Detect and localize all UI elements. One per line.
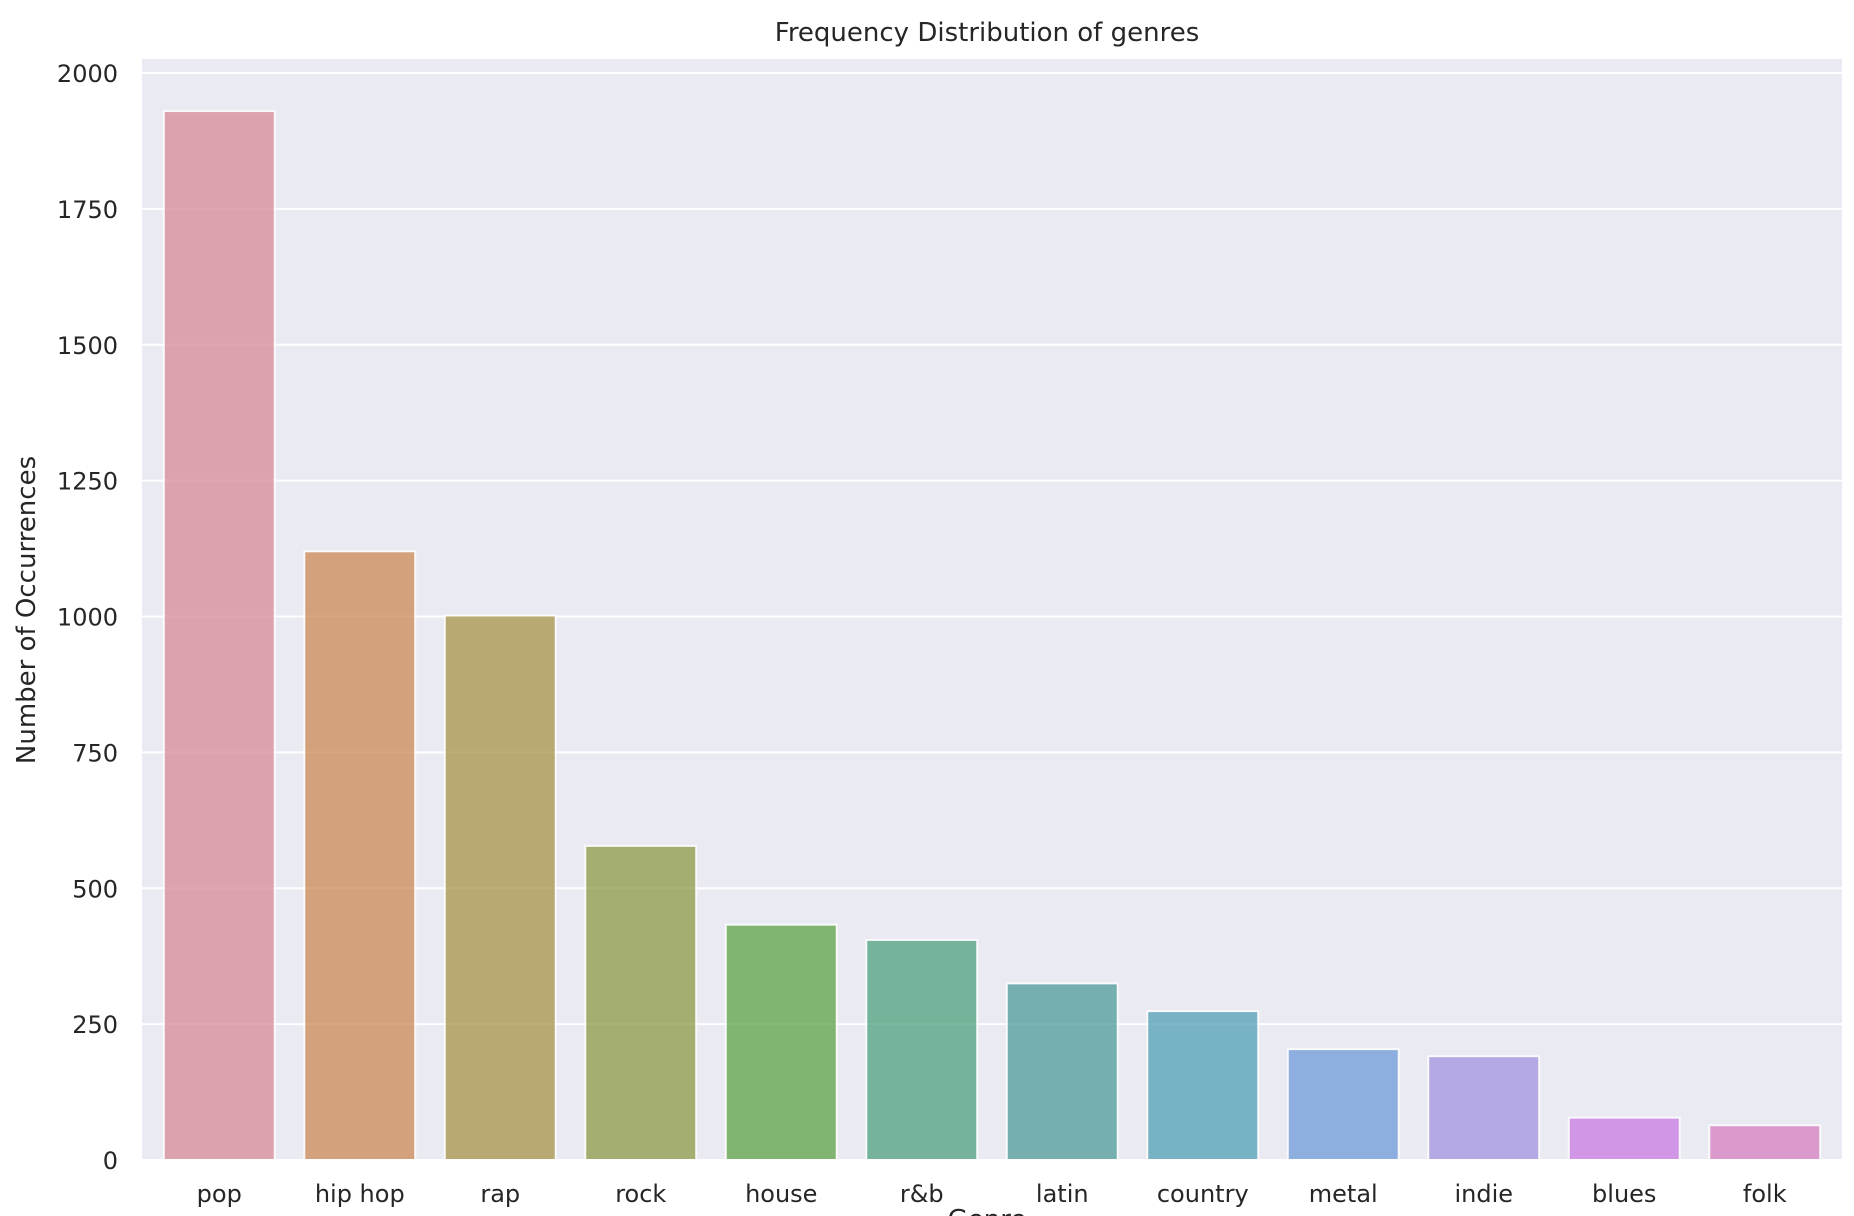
x-tick-label: pop — [197, 1180, 242, 1208]
y-tick-label: 750 — [72, 739, 118, 767]
x-axis-ticks: pop hip hop rap rock house r&b latin country met… — [197, 1180, 1787, 1208]
x-tick-label: rock — [615, 1180, 666, 1208]
bar-rock — [584, 844, 698, 1161]
bar-hip-hop — [303, 550, 417, 1161]
bar-r-b — [865, 938, 979, 1161]
x-tick-label: blues — [1592, 1180, 1656, 1208]
gridlines — [142, 72, 1842, 1161]
x-tick-label: house — [745, 1180, 817, 1208]
y-axis-label: Number of Occurrences — [12, 456, 42, 764]
y-tick-label: 2000 — [57, 60, 118, 88]
bar-folk — [1708, 1124, 1822, 1161]
bar-rap — [443, 614, 557, 1161]
x-axis-label: Genre — [948, 1205, 1027, 1216]
bar-country — [1146, 1010, 1260, 1161]
plot-area — [142, 59, 1842, 1160]
bar-indie — [1427, 1055, 1541, 1162]
chart-title: Frequency Distribution of genres — [775, 18, 1200, 48]
x-tick-label: hip hop — [315, 1180, 405, 1208]
bar-house — [724, 923, 838, 1161]
bar-pop — [162, 110, 276, 1161]
x-tick-label: country — [1157, 1180, 1249, 1208]
y-axis-ticks: 0 250 500 750 1000 1250 1500 1750 2000 — [57, 60, 118, 1175]
y-tick-label: 1250 — [57, 468, 118, 496]
x-tick-label: r&b — [900, 1180, 944, 1208]
x-tick-label: rap — [480, 1180, 520, 1208]
x-tick-label: folk — [1743, 1180, 1787, 1208]
bar-latin — [1005, 982, 1119, 1161]
y-tick-label: 1000 — [57, 604, 118, 632]
x-tick-label: indie — [1454, 1180, 1513, 1208]
x-tick-label: metal — [1309, 1180, 1378, 1208]
bar-metal — [1286, 1048, 1400, 1161]
y-tick-label: 1500 — [57, 332, 118, 360]
bar-blues — [1567, 1116, 1681, 1162]
y-tick-label: 0 — [103, 1147, 118, 1175]
y-tick-label: 500 — [72, 875, 118, 903]
bars — [162, 110, 1822, 1162]
x-tick-label: latin — [1036, 1180, 1089, 1208]
y-tick-label: 250 — [72, 1011, 118, 1039]
y-tick-label: 1750 — [57, 196, 118, 224]
